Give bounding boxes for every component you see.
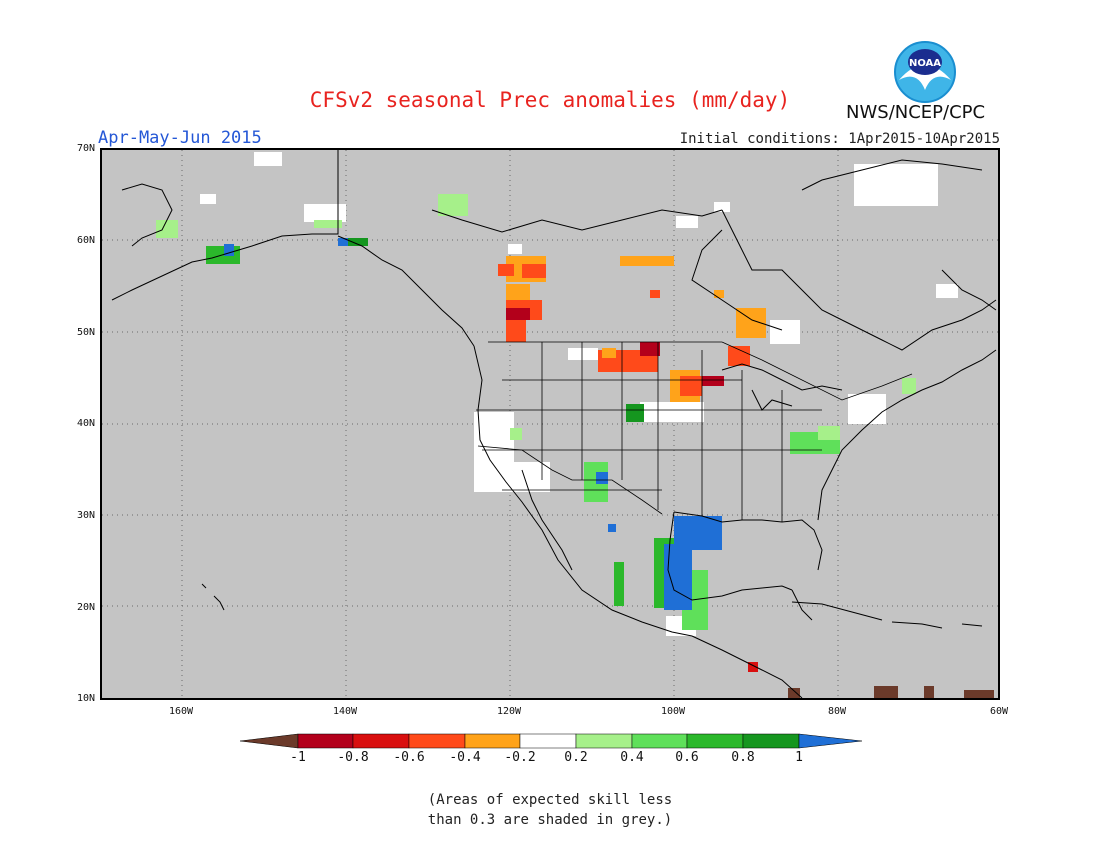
footnote-line-2: than 0.3 are shaded in grey.) [427,812,673,828]
lon-label: 120W [496,706,522,717]
colorbar-cell [575,733,633,749]
colorbar-label: 0.2 [564,750,588,765]
lon-label: 140W [332,706,358,717]
lon-label: 160W [168,706,194,717]
lon-label: 100W [660,706,686,717]
agency-label: NWS/NCEP/CPC [846,102,986,123]
colorbar-label: -0.2 [504,750,536,765]
colorbar-cell [408,733,466,749]
colorbar-cell [519,733,577,749]
coastlines [111,150,997,698]
colorbar-label: 0.8 [731,750,755,765]
colorbar-label: 0.6 [675,750,699,765]
colorbar-label: -1 [290,750,306,765]
noaa-logo: NOAA [894,41,956,103]
anomaly-map [100,148,1000,700]
map-title: CFSv2 seasonal Prec anomalies (mm/day) [309,88,791,112]
map-canvas [102,150,998,698]
lat-label: 20N [76,602,95,613]
lat-label: 70N [76,143,95,154]
lat-label: 10N [76,693,95,704]
lat-label: 60N [76,235,95,246]
colorbar-label: -0.8 [337,750,369,765]
footnote-line-1: (Areas of expected skill less [427,792,673,808]
color-scale-bar [240,733,862,749]
lat-label: 30N [76,510,95,521]
colorbar-label: 0.4 [620,750,644,765]
colorbar-label: 1 [795,750,803,765]
colorbar-label: -0.4 [449,750,481,765]
political-borders [476,341,913,522]
colorbar-cell [297,733,354,749]
colorbar-label: -0.6 [393,750,425,765]
colorbar-cell [352,733,410,749]
colorbar-cell [631,733,688,749]
colorbar-min-arrow [240,733,299,749]
lat-label: 40N [76,418,95,429]
lat-label: 50N [76,327,95,338]
colorbar-cell [464,733,521,749]
svg-text:NOAA: NOAA [909,58,941,69]
forecast-period: Apr-May-Jun 2015 [98,128,262,148]
colorbar-cell [686,733,744,749]
anomaly-cells [156,152,994,698]
lon-label: 60W [989,706,1009,717]
initial-conditions: Initial conditions: 1Apr2015-10Apr2015 [679,131,1000,147]
lon-label: 80W [827,706,847,717]
colorbar-cell [742,733,800,749]
colorbar-max-arrow [798,733,862,749]
